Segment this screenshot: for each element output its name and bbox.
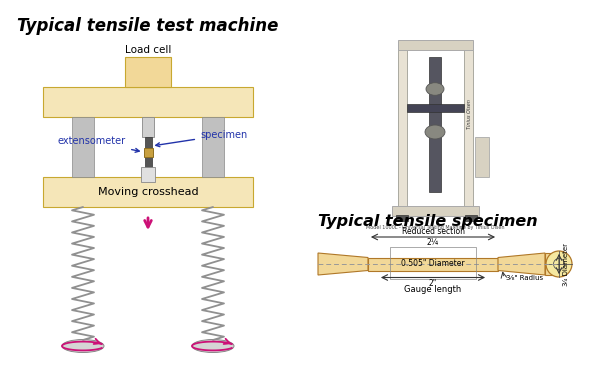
FancyBboxPatch shape (475, 137, 488, 177)
FancyBboxPatch shape (43, 177, 253, 207)
Text: 3⁄₄ Diameter: 3⁄₄ Diameter (563, 243, 569, 285)
FancyBboxPatch shape (395, 215, 408, 221)
Text: Typical tensile test machine: Typical tensile test machine (17, 17, 279, 35)
Text: 0.505" Diameter: 0.505" Diameter (401, 259, 465, 267)
Text: Load cell: Load cell (125, 45, 171, 55)
FancyBboxPatch shape (142, 117, 154, 137)
FancyBboxPatch shape (368, 257, 498, 270)
Text: 2¼: 2¼ (427, 238, 439, 247)
Ellipse shape (546, 251, 572, 277)
FancyBboxPatch shape (141, 167, 155, 182)
FancyBboxPatch shape (398, 40, 472, 50)
Ellipse shape (192, 340, 234, 353)
Text: extensometer: extensometer (58, 136, 139, 152)
FancyBboxPatch shape (463, 42, 472, 207)
Ellipse shape (425, 125, 445, 139)
FancyBboxPatch shape (202, 117, 224, 177)
FancyBboxPatch shape (545, 253, 553, 275)
Text: Gauge length: Gauge length (404, 285, 461, 295)
Polygon shape (318, 253, 368, 275)
Ellipse shape (62, 340, 104, 353)
FancyBboxPatch shape (72, 117, 94, 177)
FancyBboxPatch shape (407, 104, 463, 112)
FancyBboxPatch shape (392, 206, 479, 216)
Text: 3⁄₈" Radius: 3⁄₈" Radius (506, 275, 543, 280)
Text: Moving crosshead: Moving crosshead (98, 187, 198, 197)
Text: Model 1000L - Universal Testing Machine by Tinius Olsen: Model 1000L - Universal Testing Machine … (366, 225, 504, 230)
Text: Typical tensile specimen: Typical tensile specimen (318, 214, 538, 229)
Text: Tinius Olsen: Tinius Olsen (467, 100, 472, 129)
Ellipse shape (426, 83, 444, 95)
Text: 2": 2" (429, 278, 437, 288)
FancyBboxPatch shape (398, 42, 407, 207)
Polygon shape (498, 253, 545, 275)
FancyBboxPatch shape (125, 57, 171, 87)
FancyBboxPatch shape (429, 57, 441, 192)
FancyBboxPatch shape (143, 147, 152, 157)
Text: specimen: specimen (156, 130, 247, 147)
Text: Reduced section: Reduced section (402, 227, 464, 236)
FancyBboxPatch shape (144, 137, 152, 167)
FancyBboxPatch shape (43, 87, 253, 117)
FancyBboxPatch shape (464, 215, 476, 221)
